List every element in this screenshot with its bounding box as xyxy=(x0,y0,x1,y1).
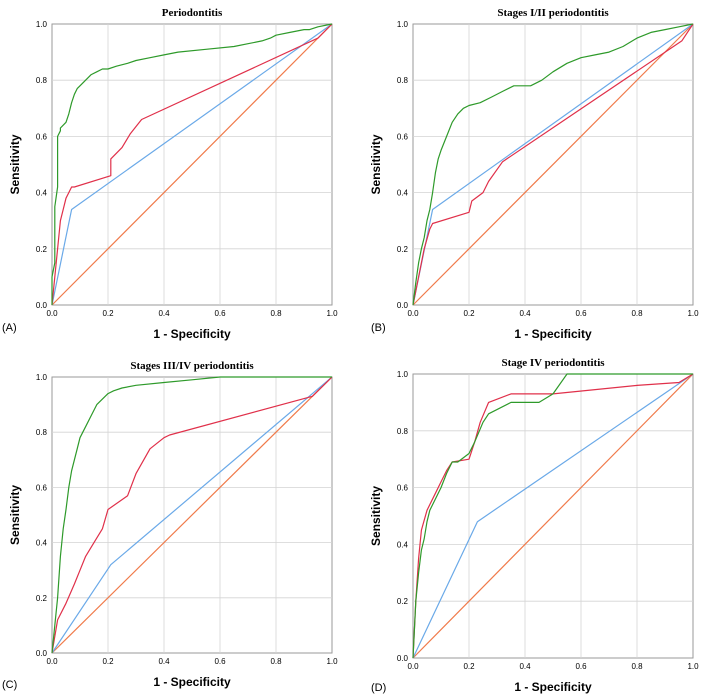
roc-panel-c: 0.0 0.2 0.4 0.6 0.8 1.0 0.0 0.2 0.4 0.6 0.8 1.0 Stag… xyxy=(2,360,338,691)
x-tick-label: 0.2 xyxy=(102,309,114,318)
y-tick-label: 0.8 xyxy=(397,76,409,85)
y-axis-label: Sensitivity xyxy=(369,134,383,194)
roc-curve-red xyxy=(51,376,333,654)
y-tick-label: 0.0 xyxy=(397,654,409,663)
y-tick-label: 0.8 xyxy=(36,428,48,437)
y-tick-label: 0.2 xyxy=(36,594,48,603)
y-tick-label: 0.2 xyxy=(36,245,48,254)
x-tick-label: 0.2 xyxy=(463,309,475,318)
roc-panel-a: 0.0 0.2 0.4 0.6 0.8 1.0 0.0 0.2 0.4 0.6 0.8 1.0 Peri… xyxy=(2,7,338,341)
y-tick-label: 0.6 xyxy=(397,484,409,493)
y-tick-label: 0.2 xyxy=(397,597,409,606)
roc-curve-orange xyxy=(412,373,694,659)
y-tick-label: 1.0 xyxy=(36,20,48,29)
roc-curve-red xyxy=(51,23,333,306)
roc-curve-orange xyxy=(51,23,333,306)
y-axis-label: Sensitivity xyxy=(8,134,22,194)
roc-curve-green xyxy=(412,23,694,306)
x-tick-label: 0.4 xyxy=(158,657,170,666)
y-tick-label: 0.4 xyxy=(36,189,48,198)
x-axis-label: 1 - Specificity xyxy=(153,675,231,689)
y-tick-label: 1.0 xyxy=(36,373,48,382)
y-tick-label: 0.4 xyxy=(397,189,409,198)
roc-curve-green xyxy=(51,376,332,654)
x-tick-label: 1.0 xyxy=(326,657,338,666)
x-tick-label: 0.8 xyxy=(631,309,643,318)
x-tick-label: 0.2 xyxy=(463,662,475,671)
x-tick-label: 0.0 xyxy=(46,657,58,666)
y-axis-label: Sensitivity xyxy=(8,485,22,545)
y-tick-label: 1.0 xyxy=(397,370,409,379)
roc-curve-green xyxy=(51,23,333,305)
y-tick-label: 0.0 xyxy=(397,301,409,310)
x-tick-label: 0.6 xyxy=(214,309,226,318)
roc-curve-green xyxy=(412,373,693,659)
x-tick-label: 0.6 xyxy=(575,662,587,671)
roc-curve-orange xyxy=(412,23,694,306)
y-tick-label: 0.6 xyxy=(36,132,48,141)
x-tick-label: 0.4 xyxy=(158,309,170,318)
x-tick-label: 0.2 xyxy=(102,657,114,666)
roc-curve-red xyxy=(412,23,694,306)
x-tick-label: 0.6 xyxy=(214,657,226,666)
y-tick-label: 0.2 xyxy=(397,245,409,254)
roc-curve-blue xyxy=(412,373,694,659)
roc-curve-orange xyxy=(51,376,333,654)
x-tick-label: 0.0 xyxy=(407,309,419,318)
x-tick-label: 0.8 xyxy=(270,657,282,666)
x-axis-label: 1 - Specificity xyxy=(514,327,592,341)
y-tick-label: 0.0 xyxy=(36,301,48,310)
panel-title: Stage IV periodontitis xyxy=(501,357,605,369)
panel-title: Periodontitis xyxy=(162,7,223,19)
roc-panel-b: 0.0 0.2 0.4 0.6 0.8 1.0 0.0 0.2 0.4 0.6 0.8 1.0 Stag… xyxy=(369,7,699,341)
roc-curve-blue xyxy=(51,23,333,306)
panel-title: Stages I/II periodontitis xyxy=(497,7,609,19)
y-tick-label: 0.6 xyxy=(397,132,409,141)
y-tick-label: 0.4 xyxy=(397,540,409,549)
y-axis-label: Sensitivity xyxy=(369,486,383,546)
roc-curve-blue xyxy=(51,376,333,654)
y-tick-label: 0.0 xyxy=(36,649,48,658)
panel-label: (D) xyxy=(371,682,386,694)
y-tick-label: 0.8 xyxy=(36,76,48,85)
roc-panel-d: 0.0 0.2 0.4 0.6 0.8 1.0 0.0 0.2 0.4 0.6 0.8 1.0 Stag… xyxy=(369,357,699,694)
x-tick-label: 0.4 xyxy=(519,309,531,318)
x-tick-label: 0.0 xyxy=(407,662,419,671)
panel-label: (C) xyxy=(2,679,17,691)
x-tick-label: 0.0 xyxy=(46,309,58,318)
x-tick-label: 0.4 xyxy=(519,662,531,671)
x-tick-label: 1.0 xyxy=(326,309,338,318)
x-tick-label: 1.0 xyxy=(687,662,699,671)
x-axis-label: 1 - Specificity xyxy=(514,680,592,694)
y-tick-label: 0.6 xyxy=(36,483,48,492)
panel-title: Stages III/IV periodontitis xyxy=(130,360,254,372)
panel-label: (A) xyxy=(2,322,17,334)
x-tick-label: 0.8 xyxy=(270,309,282,318)
y-tick-label: 1.0 xyxy=(397,20,409,29)
y-tick-label: 0.8 xyxy=(397,427,409,436)
panel-label: (B) xyxy=(371,322,386,334)
y-tick-label: 0.4 xyxy=(36,539,48,548)
x-axis-label: 1 - Specificity xyxy=(153,327,231,341)
x-tick-label: 1.0 xyxy=(687,309,699,318)
x-tick-label: 0.8 xyxy=(631,662,643,671)
x-tick-label: 0.6 xyxy=(575,309,587,318)
